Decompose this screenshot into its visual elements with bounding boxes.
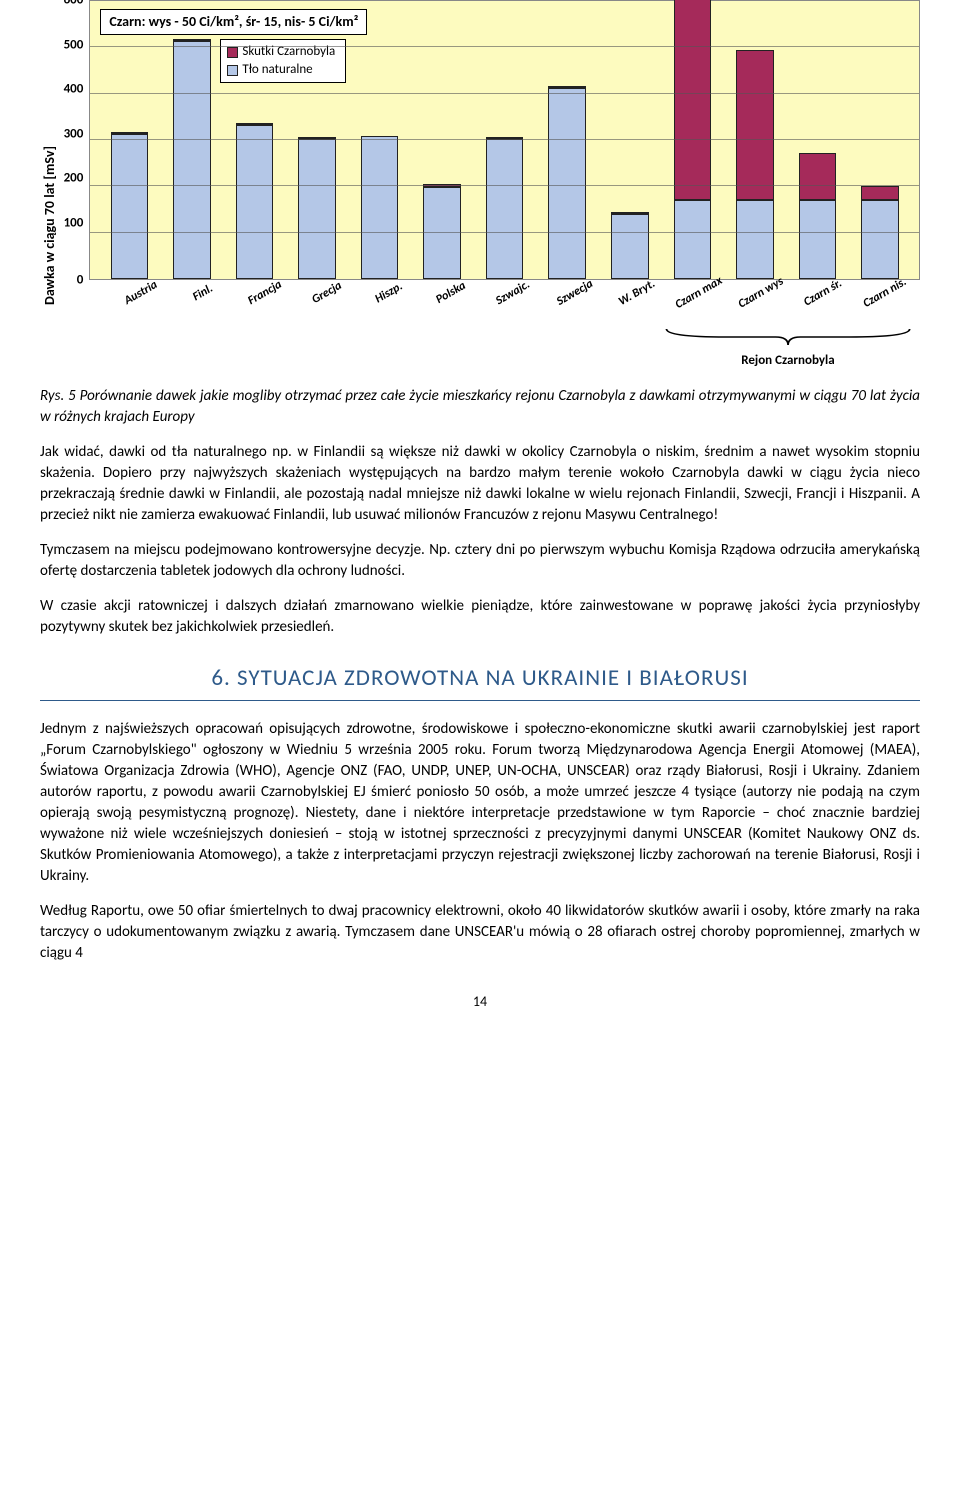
- bar-slot: [286, 1, 349, 279]
- bar-slot: [223, 1, 286, 279]
- bar: [361, 136, 399, 279]
- y-tick: 400: [64, 83, 84, 96]
- gridline: [90, 185, 919, 186]
- bar: [111, 132, 149, 279]
- chart-container: Dawka w ciągu 70 lat [mSv] 600 500 400 300 2…: [40, 0, 920, 370]
- bar-segment-tlo: [236, 125, 274, 279]
- body-paragraph: Jednym z najświeższych opracowań opisują…: [40, 719, 920, 887]
- bar-segment-tlo: [799, 200, 837, 279]
- region-brace: Rejon Czarnobyla: [98, 327, 920, 370]
- body-paragraph: W czasie akcji ratowniczej i dalszych dz…: [40, 596, 920, 638]
- body-paragraph: Według Raportu, owe 50 ofiar śmiertelnyc…: [40, 901, 920, 964]
- y-axis-label: Dawka w ciągu 70 lat [mSv]: [40, 66, 60, 305]
- y-axis-ticks: 6005004003002001000: [64, 0, 90, 280]
- bar-slot: [536, 1, 599, 279]
- bar: [298, 137, 336, 279]
- bar: [236, 123, 274, 279]
- page-number: 14: [40, 992, 920, 1012]
- bar-segment-tlo: [361, 136, 399, 279]
- bar: [736, 50, 774, 279]
- figure-caption: Rys. 5 Porównanie dawek jakie mogliby ot…: [40, 386, 920, 428]
- bar-segment-tlo: [548, 88, 586, 279]
- gridline: [90, 139, 919, 140]
- x-axis-ticks: AustriaFinl.FrancjaGrecjaHiszp.PolskaSzw…: [98, 280, 920, 303]
- bar-slot: [348, 1, 411, 279]
- bar: [173, 39, 211, 279]
- bar-segment-tlo: [674, 200, 712, 279]
- bar-slot: [599, 1, 662, 279]
- y-tick: 0: [64, 274, 84, 287]
- bar-slot: [724, 1, 787, 279]
- y-tick: 100: [64, 216, 84, 229]
- gridline: [90, 232, 919, 233]
- bar-slot: [161, 1, 224, 279]
- y-tick: 300: [64, 127, 84, 140]
- bar-slot: [473, 1, 536, 279]
- region-brace-label: Rejon Czarnobyla: [664, 352, 912, 370]
- y-tick: 600: [64, 0, 84, 7]
- bar-slot: [786, 1, 849, 279]
- bar-segment-tlo: [736, 200, 774, 279]
- bar-segment-czarnobyl: [674, 0, 712, 200]
- gridline: [90, 93, 919, 94]
- bar-segment-tlo: [111, 134, 149, 279]
- bar-slot: [661, 1, 724, 279]
- gridline: [90, 46, 919, 47]
- bar-segment-tlo: [298, 139, 336, 279]
- bar-slot: [98, 1, 161, 279]
- section-rule: [40, 700, 920, 701]
- bar-slot: [849, 1, 912, 279]
- plot-area: Czarn: wys - 50 Ci/km², śr- 15, nis- 5 C…: [89, 0, 920, 280]
- bar-segment-tlo: [486, 139, 524, 279]
- bar-segment-tlo: [173, 41, 211, 279]
- brace-icon: [664, 327, 912, 345]
- bar-segment-czarnobyl: [799, 153, 837, 200]
- bar: [548, 86, 586, 279]
- bar-segment-tlo: [611, 214, 649, 279]
- bar-segment-czarnobyl: [861, 186, 899, 200]
- bar: [611, 212, 649, 279]
- y-tick: 500: [64, 38, 84, 51]
- bar: [799, 153, 837, 279]
- bar-slot: [411, 1, 474, 279]
- bar-segment-tlo: [861, 200, 899, 279]
- body-paragraph: Tymczasem na miejscu podejmowano kontrow…: [40, 540, 920, 582]
- bar-segment-czarnobyl: [736, 50, 774, 199]
- section-heading: 6. SYTUACJA ZDROWOTNA NA UKRAINIE I BIAŁ…: [40, 662, 920, 694]
- bar: [486, 137, 524, 279]
- y-tick: 200: [64, 172, 84, 185]
- bar-segment-tlo: [423, 187, 461, 279]
- body-paragraph: Jak widać, dawki od tła naturalnego np. …: [40, 442, 920, 526]
